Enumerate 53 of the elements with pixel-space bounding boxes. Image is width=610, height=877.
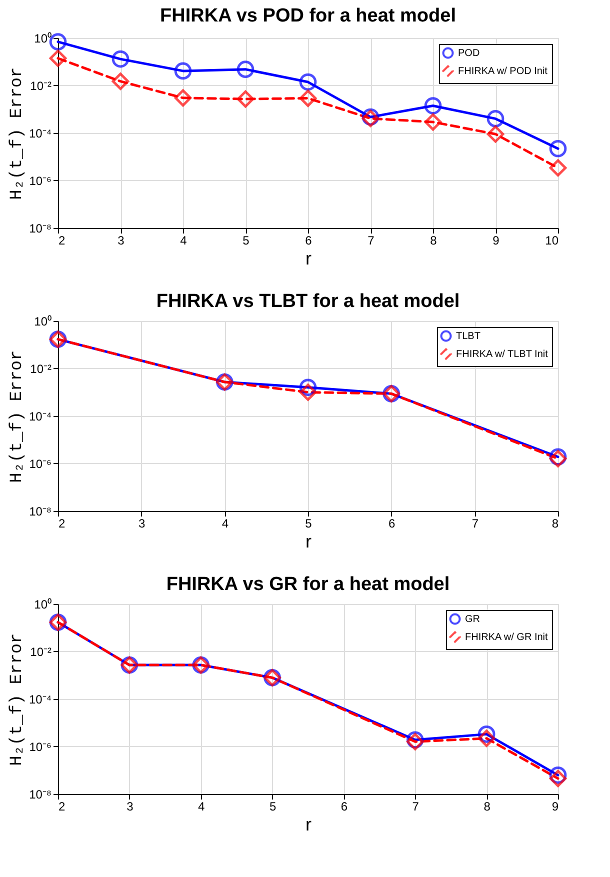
- x-tick-label: 6: [340, 800, 348, 814]
- y-tick-label: 10⁻²: [30, 362, 52, 376]
- y-tick-label: 10⁻⁶: [29, 174, 52, 188]
- x-tick-label: 8: [430, 234, 438, 248]
- x-tick-label: 2: [58, 516, 66, 530]
- x-tick-label: 10: [545, 234, 559, 248]
- y-tick-label: 10⁻²: [30, 79, 52, 93]
- x-tick-label: 4: [198, 800, 206, 814]
- x-axis-title: r: [306, 532, 312, 552]
- x-tick-label: 6: [305, 234, 312, 248]
- legend-label: FHIRKA w/ POD Init: [458, 66, 548, 77]
- x-axis-title: r: [306, 248, 312, 268]
- y-tick-label: 10⁻⁶: [29, 740, 52, 754]
- chart-title: FHIRKA vs TLBT for a heat model: [156, 291, 460, 312]
- x-tick-label: 4: [180, 234, 188, 248]
- legend-label: FHIRKA w/ TLBT Init: [456, 349, 548, 360]
- x-tick-label: 5: [269, 800, 276, 814]
- x-tick-label: 9: [552, 800, 559, 814]
- x-tick-label: 2: [58, 800, 66, 814]
- y-tick-label: 10⁻⁴: [28, 126, 52, 140]
- x-tick-label: 3: [126, 800, 134, 814]
- y-tick-label: 10⁰: [34, 598, 52, 612]
- x-tick-label: 9: [492, 234, 500, 248]
- y-tick-label: 10⁻⁸: [29, 222, 52, 236]
- y-tick-label: 10⁻⁸: [29, 788, 52, 802]
- x-tick-label: 3: [138, 516, 146, 530]
- y-tick-label: 10⁻⁴: [28, 410, 52, 424]
- x-tick-label: 6: [388, 516, 396, 530]
- chart-title: FHIRKA vs GR for a heat model: [166, 574, 450, 595]
- legend-label: FHIRKA w/ GR Init: [465, 632, 548, 643]
- legend-label: TLBT: [456, 331, 480, 342]
- y-axis-title: H₂(t_f) Error: [8, 350, 27, 483]
- x-tick-label: 7: [472, 516, 479, 530]
- x-tick-label: 8: [552, 516, 559, 530]
- y-tick-label: 10⁰: [34, 314, 52, 328]
- x-tick-label: 4: [222, 516, 229, 530]
- x-tick-label: 7: [412, 800, 420, 814]
- x-tick-label: 7: [368, 234, 375, 248]
- x-tick-label: 5: [305, 516, 312, 530]
- x-axis-title: r: [306, 814, 312, 834]
- y-axis-title: H₂(t_f) Error: [8, 67, 27, 200]
- x-tick-label: 2: [58, 234, 66, 248]
- y-tick-label: 10⁻⁸: [29, 504, 52, 518]
- x-tick-label: 3: [118, 234, 125, 248]
- legend-label: POD: [458, 48, 480, 59]
- x-tick-label: 8: [484, 800, 491, 814]
- x-tick-label: 5: [242, 234, 250, 248]
- chart-title: FHIRKA vs POD for a heat model: [160, 5, 456, 26]
- y-tick-label: 10⁻⁴: [28, 692, 52, 706]
- y-tick-label: 10⁻⁶: [29, 457, 52, 471]
- y-tick-label: 10⁻²: [30, 645, 52, 659]
- y-axis-title: H₂(t_f) Error: [8, 633, 27, 766]
- legend-label: GR: [465, 614, 480, 625]
